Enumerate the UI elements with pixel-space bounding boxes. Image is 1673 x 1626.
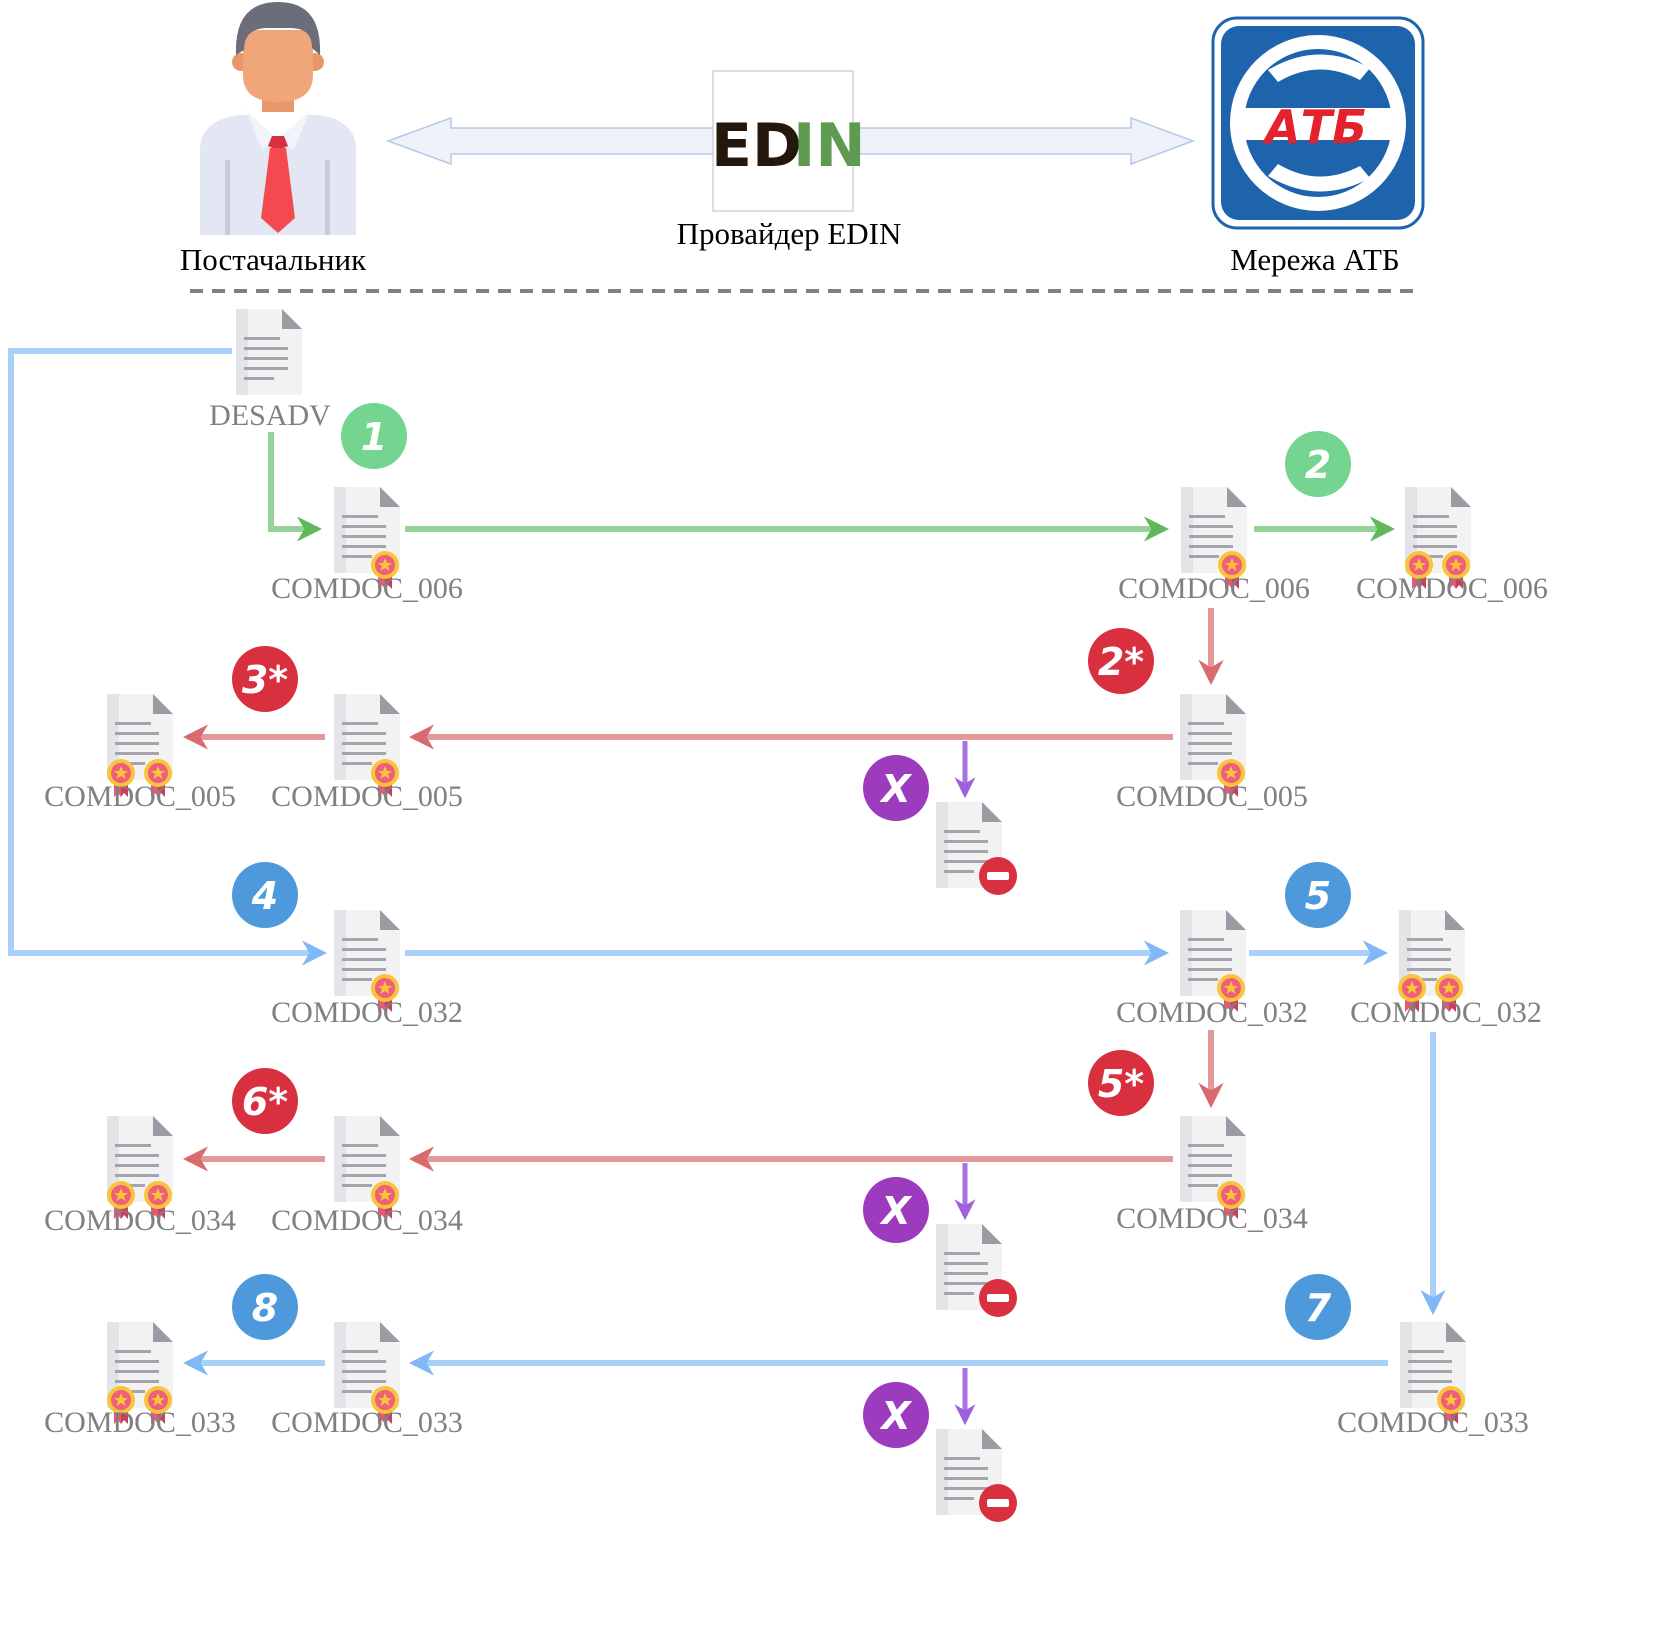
doc-label: COMDOC_034 [44, 1204, 236, 1237]
doc-label: COMDOC_034 [1116, 1202, 1308, 1235]
svg-text:8: 8 [252, 1286, 278, 1330]
doc-label: COMDOC_032 [271, 996, 463, 1029]
step-badge-3r: 3* [232, 646, 298, 712]
atb-logo: АТБ [1211, 16, 1425, 230]
minus-icon [979, 1279, 1017, 1317]
doc-label: COMDOC_032 [1116, 996, 1308, 1029]
network-label: Мережа АТБ [1230, 242, 1400, 277]
svg-text:6*: 6* [242, 1080, 288, 1124]
doc-label: COMDOC_006 [1118, 572, 1310, 605]
step-badge-x3: X [863, 1382, 929, 1448]
svg-text:5: 5 [1305, 874, 1331, 918]
doc-label: COMDOC_005 [271, 780, 463, 813]
svg-text:7: 7 [1305, 1286, 1332, 1330]
desadv-document-icon [236, 309, 302, 395]
doc-label-desadv: DESADV [209, 399, 331, 432]
doc-label: COMDOC_033 [1337, 1406, 1529, 1439]
svg-text:АТБ: АТБ [1262, 100, 1367, 154]
doc-label: COMDOC_005 [1116, 780, 1308, 813]
step-badge-2r: 2* [1088, 628, 1154, 694]
step-badge-2: 2 [1285, 431, 1351, 497]
step-badge-5: 5 [1285, 862, 1351, 928]
edin-logo: ED IN [711, 70, 866, 212]
svg-text:IN: IN [793, 111, 866, 181]
svg-text:ED: ED [711, 111, 802, 181]
step-badge-7: 7 [1285, 1274, 1351, 1340]
provider-label: Провайдер EDIN [677, 216, 902, 251]
svg-text:1: 1 [361, 415, 387, 459]
svg-text:4: 4 [251, 874, 278, 918]
svg-text:3*: 3* [242, 658, 288, 702]
step-badge-6r: 6* [232, 1068, 298, 1134]
doc-label: COMDOC_033 [44, 1406, 236, 1439]
svg-text:2*: 2* [1098, 640, 1144, 684]
doc-label: COMDOC_034 [271, 1204, 463, 1237]
doc-label: COMDOC_033 [271, 1406, 463, 1439]
step-badge-5r: 5* [1088, 1050, 1154, 1116]
rejected-document-3 [936, 1429, 1017, 1522]
svg-text:2: 2 [1305, 443, 1331, 487]
svg-text:5*: 5* [1098, 1062, 1144, 1106]
svg-text:X: X [879, 1394, 912, 1438]
step-badge-8: 8 [232, 1274, 298, 1340]
rejected-document-1 [936, 802, 1017, 895]
step-badge-x1: X [863, 755, 929, 821]
svg-text:X: X [879, 767, 912, 811]
doc-label: COMDOC_005 [44, 780, 236, 813]
step-badge-4: 4 [232, 862, 298, 928]
step-badge-1: 1 [341, 403, 407, 469]
step-badge-x2: X [863, 1177, 929, 1243]
rejected-document-2 [936, 1224, 1017, 1317]
supplier-avatar-icon [200, 2, 356, 235]
minus-icon [979, 857, 1017, 895]
arrow-step-1a [268, 432, 323, 542]
svg-text:X: X [879, 1189, 912, 1233]
doc-label: COMDOC_032 [1350, 996, 1542, 1029]
supplier-label: Постачальник [180, 242, 367, 277]
minus-icon [979, 1484, 1017, 1522]
doc-label: COMDOC_006 [1356, 572, 1548, 605]
arrow-desadv-loop [8, 348, 328, 966]
doc-label: COMDOC_006 [271, 572, 463, 605]
